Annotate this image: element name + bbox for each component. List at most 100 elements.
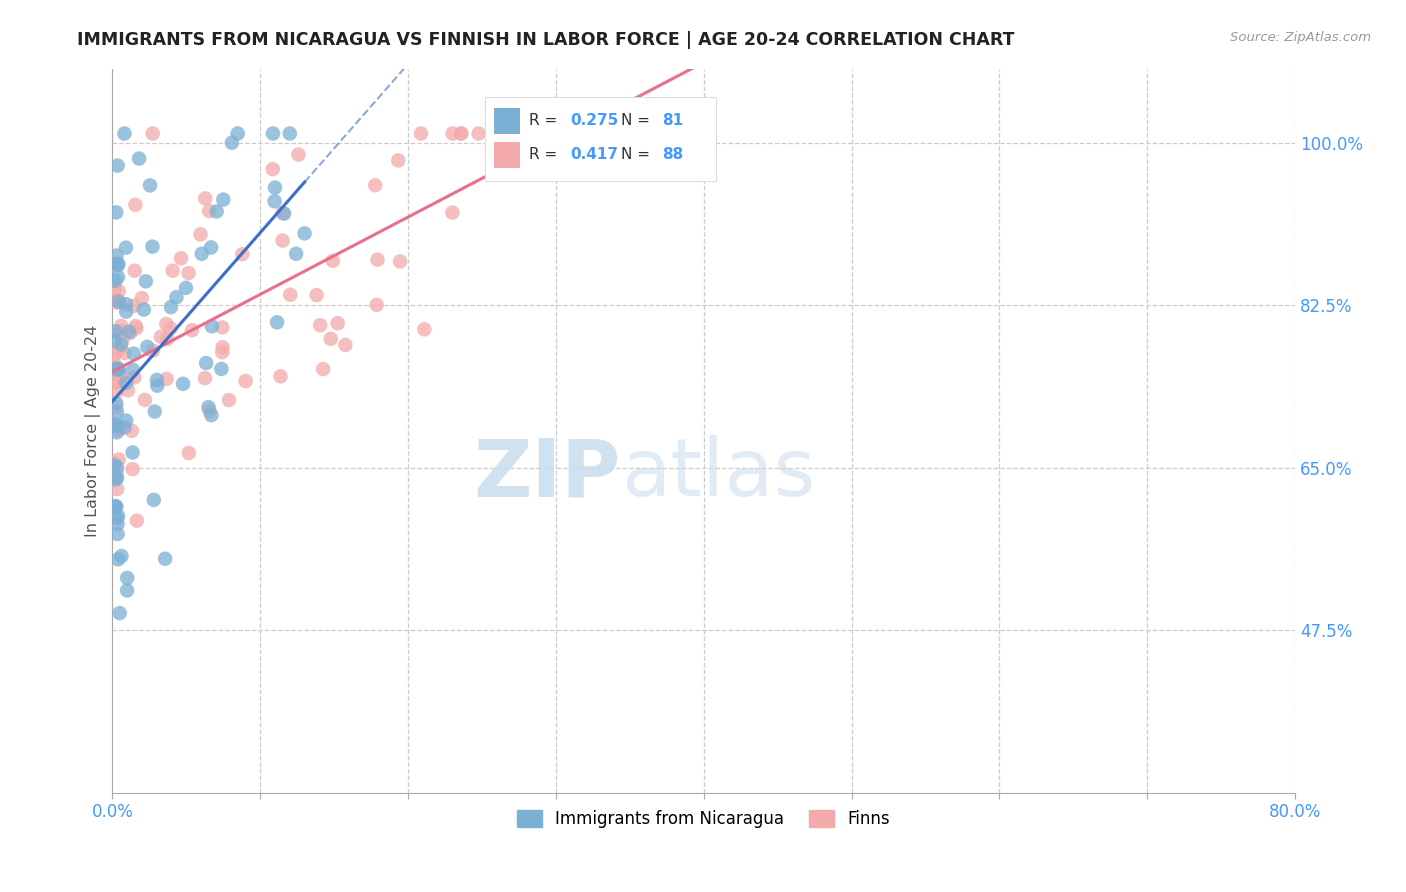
Point: [162, 263, 184, 277]
Point: [174, 281, 197, 295]
Point: [212, 193, 235, 207]
Point: [231, 247, 253, 261]
Point: [211, 320, 233, 334]
Point: [273, 206, 295, 220]
Point: [105, 465, 128, 479]
Point: [115, 241, 138, 255]
Point: [387, 153, 409, 168]
Point: [198, 404, 221, 418]
Point: [226, 127, 249, 141]
Point: [132, 302, 155, 317]
Point: [159, 321, 181, 335]
Point: [105, 470, 128, 484]
Point: [112, 346, 135, 360]
Point: [211, 345, 233, 359]
Point: [190, 227, 212, 242]
Point: [285, 246, 308, 260]
Point: [122, 299, 145, 313]
Text: R =: R =: [529, 147, 562, 162]
Point: [105, 405, 128, 419]
Point: [103, 348, 125, 362]
Point: [441, 127, 464, 141]
Point: [264, 180, 287, 194]
Point: [278, 127, 301, 141]
Point: [205, 204, 228, 219]
Point: [389, 254, 412, 268]
Point: [105, 400, 128, 414]
Point: [131, 291, 153, 305]
Point: [195, 356, 218, 370]
Point: [366, 298, 388, 312]
Point: [105, 396, 128, 410]
Point: [110, 549, 132, 563]
Point: [105, 205, 128, 219]
Point: [121, 445, 143, 459]
Point: [142, 127, 165, 141]
Text: 0.417: 0.417: [569, 147, 619, 162]
Point: [121, 424, 143, 438]
Text: N =: N =: [621, 113, 655, 128]
Point: [107, 508, 129, 523]
Point: [326, 316, 349, 330]
Point: [141, 240, 163, 254]
Point: [125, 319, 148, 334]
Point: [209, 362, 232, 376]
Point: [221, 136, 243, 150]
Point: [177, 446, 200, 460]
Point: [335, 338, 357, 352]
Point: [122, 363, 145, 377]
Text: R =: R =: [529, 113, 562, 128]
Point: [104, 500, 127, 514]
Point: [108, 606, 131, 620]
Point: [149, 330, 172, 344]
Point: [211, 340, 233, 354]
Point: [262, 162, 284, 177]
Point: [103, 458, 125, 473]
Point: [104, 473, 127, 487]
Point: [120, 326, 142, 340]
Point: [124, 264, 146, 278]
Point: [105, 425, 128, 440]
Point: [124, 198, 146, 212]
Point: [366, 252, 388, 267]
Point: [118, 325, 141, 339]
Point: [287, 147, 309, 161]
Point: [156, 332, 179, 346]
Point: [124, 370, 146, 384]
Point: [172, 376, 194, 391]
Point: [111, 324, 134, 338]
Point: [441, 205, 464, 219]
Point: [413, 322, 436, 336]
Point: [104, 417, 127, 432]
Point: [107, 516, 129, 531]
Text: N =: N =: [621, 147, 655, 162]
Point: [134, 392, 156, 407]
Point: [104, 417, 127, 432]
Point: [108, 343, 131, 358]
Point: [104, 456, 127, 470]
Point: [107, 452, 129, 467]
Point: [450, 127, 472, 141]
Point: [105, 418, 128, 433]
Point: [105, 248, 128, 262]
Point: [153, 551, 176, 566]
Point: [115, 297, 138, 311]
Point: [262, 127, 284, 141]
Point: [105, 375, 128, 389]
Point: [107, 527, 129, 541]
Point: [409, 127, 432, 141]
Text: 81: 81: [662, 113, 683, 128]
Point: [115, 571, 138, 585]
Legend: Immigrants from Nicaragua, Finns: Immigrants from Nicaragua, Finns: [510, 804, 897, 835]
Point: [103, 357, 125, 371]
Point: [201, 319, 224, 334]
Point: [107, 258, 129, 272]
Y-axis label: In Labor Force | Age 20-24: In Labor Force | Age 20-24: [86, 325, 101, 537]
Text: ZIP: ZIP: [474, 435, 621, 513]
Point: [110, 369, 132, 384]
Point: [218, 392, 240, 407]
Point: [104, 362, 127, 376]
Point: [107, 284, 129, 298]
Point: [271, 234, 294, 248]
Point: [271, 206, 294, 220]
